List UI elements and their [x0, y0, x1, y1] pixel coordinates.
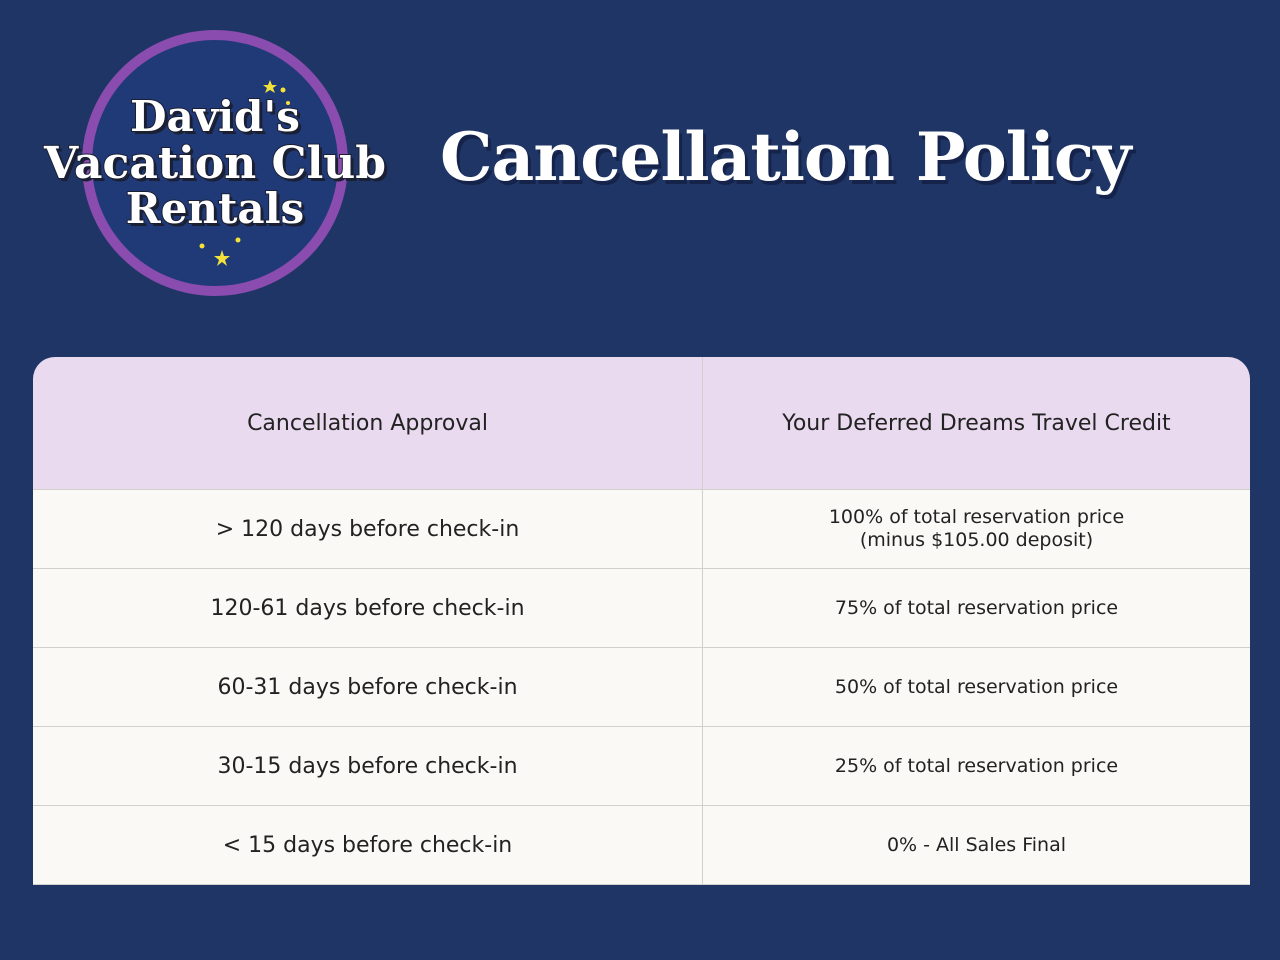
credit-cell: 50% of total reservation price	[703, 648, 1250, 726]
header-cell: Your Deferred Dreams Travel Credit	[782, 410, 1171, 436]
credit-line: 25% of total reservation price	[834, 754, 1119, 777]
credit-line: 50% of total reservation price	[834, 675, 1119, 698]
credit-line: 0% - All Sales Final	[886, 833, 1067, 856]
table-header: Cancellation Approval Your Deferred Drea…	[33, 357, 1250, 490]
table-row: 60-31 days before check-in 50% of total r…	[33, 648, 1250, 727]
credit-cell: 0% - All Sales Final	[703, 806, 1250, 884]
table-row: 120-61 days before check-in 75% of total …	[33, 569, 1250, 648]
credit-line: 75% of total reservation price	[834, 596, 1119, 619]
period-cell: < 15 days before check-in	[33, 806, 703, 884]
credit-cell: 75% of total reservation price	[703, 569, 1250, 647]
period-cell: 60-31 days before check-in	[33, 648, 703, 726]
credit-line: 100% of total reservation price	[828, 506, 1125, 528]
logo-text: Rentals	[125, 183, 305, 234]
policy-table: Cancellation Approval Your Deferred Drea…	[33, 357, 1250, 885]
logo-text: David's	[129, 91, 301, 142]
page-title: Cancellation Policy	[440, 118, 1131, 196]
credit-cell: 25% of total reservation price	[703, 727, 1250, 805]
credit-cell: 100% of total reservation price (minus $1…	[703, 490, 1250, 568]
logo-text: Vacation Club	[43, 137, 387, 190]
period-cell: 30-15 days before check-in	[33, 727, 703, 805]
table-row: < 15 days before check-in 0% - All Sales …	[33, 806, 1250, 885]
table-row: > 120 days before check-in 100% of total …	[33, 490, 1250, 569]
logo-badge	[82, 30, 348, 296]
header-cell: Cancellation Approval	[33, 357, 703, 489]
period-cell: 120-61 days before check-in	[33, 569, 703, 647]
table-row: 30-15 days before check-in 25% of total r…	[33, 727, 1250, 806]
period-cell: > 120 days before check-in	[33, 490, 703, 568]
credit-line: (minus $105.00 deposit)	[859, 529, 1094, 551]
